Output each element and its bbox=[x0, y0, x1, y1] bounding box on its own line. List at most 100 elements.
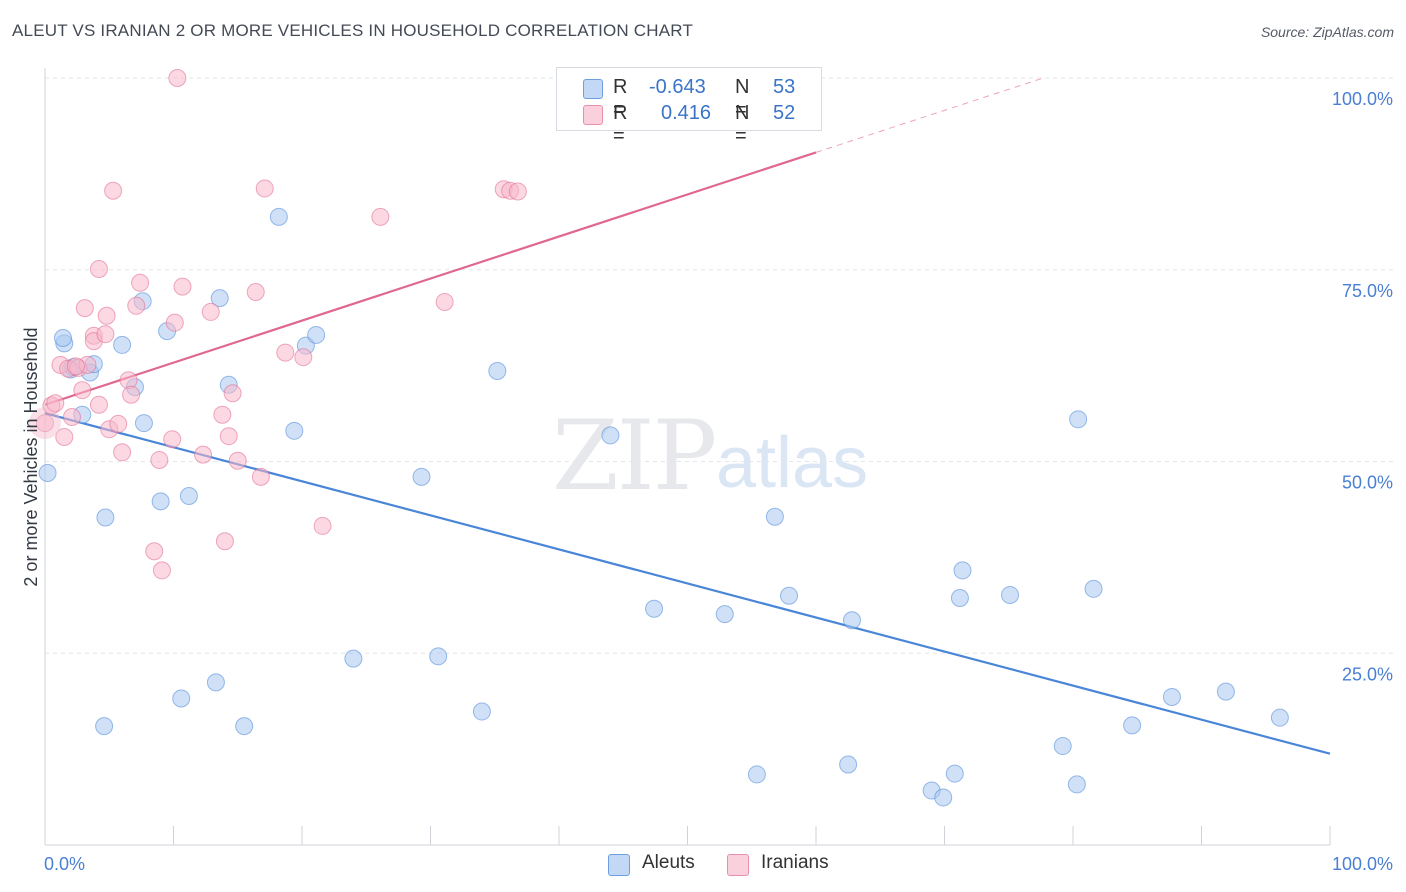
data-point-aleuts bbox=[1053, 737, 1072, 756]
data-point-aleuts bbox=[945, 764, 964, 783]
legend-swatch-aleuts bbox=[583, 79, 603, 99]
data-points bbox=[29, 69, 1289, 807]
data-point-iranians bbox=[255, 179, 274, 198]
data-point-iranians bbox=[89, 259, 108, 278]
data-point-aleuts bbox=[206, 673, 225, 692]
data-point-iranians bbox=[246, 282, 265, 301]
legend-r-label: R = bbox=[613, 76, 628, 121]
data-point-iranians bbox=[145, 542, 164, 561]
watermark-zip: ZIP bbox=[552, 400, 717, 512]
data-point-iranians bbox=[113, 443, 132, 462]
data-point-iranians bbox=[223, 384, 242, 403]
data-point-aleuts bbox=[1084, 579, 1103, 598]
data-point-iranians bbox=[97, 306, 116, 325]
data-point-aleuts bbox=[950, 589, 969, 608]
data-point-iranians bbox=[152, 561, 171, 580]
data-point-aleuts bbox=[179, 487, 198, 506]
data-point-aleuts bbox=[95, 717, 114, 736]
watermark-atlas: atlas bbox=[716, 423, 869, 503]
data-point-aleuts bbox=[344, 649, 363, 668]
data-point-iranians bbox=[66, 357, 85, 376]
data-point-iranians bbox=[163, 430, 182, 449]
data-point-aleuts bbox=[285, 421, 304, 440]
data-point-aleuts bbox=[1216, 682, 1235, 701]
y-tick-label: 100.0% bbox=[1332, 89, 1393, 109]
legend-r-label: R = bbox=[613, 102, 628, 147]
data-point-iranians bbox=[435, 292, 454, 311]
data-point-iranians bbox=[294, 348, 313, 367]
data-point-iranians bbox=[46, 394, 65, 413]
data-point-aleuts bbox=[210, 289, 229, 308]
data-point-iranians bbox=[201, 302, 220, 321]
legend-n-value: 52 bbox=[773, 102, 796, 124]
data-point-iranians bbox=[150, 450, 169, 469]
data-point-iranians bbox=[55, 427, 74, 446]
data-point-iranians bbox=[75, 299, 94, 318]
data-point-aleuts bbox=[235, 717, 254, 736]
bottom-legend-label-aleuts: Aleuts bbox=[642, 852, 695, 873]
data-point-aleuts bbox=[429, 647, 448, 666]
data-point-iranians bbox=[219, 427, 238, 446]
data-point-aleuts bbox=[134, 414, 153, 433]
data-point-aleuts bbox=[839, 755, 858, 774]
data-point-iranians-large bbox=[29, 407, 61, 440]
data-point-iranians bbox=[276, 343, 295, 362]
x-tick-label: 100.0% bbox=[1332, 854, 1393, 874]
data-point-iranians bbox=[36, 414, 54, 433]
trend-line bbox=[44, 151, 817, 406]
data-point-iranians bbox=[251, 467, 270, 486]
y-axis-title: 2 or more Vehicles in Household bbox=[21, 327, 41, 586]
chart-title: ALEUT VS IRANIAN 2 OR MORE VEHICLES IN H… bbox=[12, 21, 694, 40]
data-point-aleuts bbox=[488, 361, 507, 380]
data-point-iranians bbox=[131, 273, 150, 292]
data-point-iranians bbox=[109, 414, 128, 433]
correlation-legend: R = -0.643 N = 53 R = 0.416 N = 52 bbox=[556, 67, 822, 147]
y-tick-label: 75.0% bbox=[1342, 281, 1393, 301]
data-point-aleuts bbox=[1270, 708, 1289, 727]
bottom-legend-swatch-aleuts bbox=[608, 854, 630, 876]
bottom-legend-swatch-iranians bbox=[727, 854, 749, 876]
data-point-aleuts bbox=[172, 689, 191, 708]
grid-lines bbox=[45, 77, 1395, 654]
data-point-aleuts bbox=[151, 492, 170, 511]
data-point-iranians bbox=[194, 445, 213, 464]
data-point-aleuts bbox=[1067, 775, 1086, 794]
data-point-aleuts bbox=[38, 464, 57, 483]
data-point-iranians bbox=[371, 207, 390, 226]
data-point-aleuts bbox=[715, 605, 734, 624]
data-point-aleuts bbox=[747, 765, 766, 784]
data-point-aleuts bbox=[269, 207, 288, 226]
trend-line-extension bbox=[815, 77, 1044, 153]
data-point-iranians bbox=[173, 277, 192, 296]
trend-lines bbox=[44, 77, 1331, 755]
legend-swatch-iranians bbox=[583, 105, 603, 125]
legend-n-label: N = bbox=[735, 76, 750, 121]
x-tick-label: 0.0% bbox=[44, 854, 85, 874]
data-point-aleuts bbox=[1162, 687, 1181, 706]
legend-n-label: N = bbox=[735, 102, 750, 147]
data-point-iranians bbox=[122, 385, 141, 404]
data-point-iranians bbox=[96, 325, 115, 344]
y-tick-label: 50.0% bbox=[1342, 473, 1393, 493]
data-point-aleuts bbox=[472, 702, 491, 721]
y-tick-label: 25.0% bbox=[1342, 664, 1393, 684]
data-point-aleuts bbox=[53, 329, 72, 348]
data-point-aleuts bbox=[601, 426, 620, 445]
data-point-aleuts bbox=[765, 507, 784, 526]
legend-n-value: 53 bbox=[773, 76, 796, 98]
data-point-aleuts bbox=[412, 467, 431, 486]
data-point-aleuts bbox=[307, 325, 326, 344]
data-point-iranians bbox=[62, 408, 81, 427]
data-point-aleuts bbox=[1001, 585, 1020, 604]
data-point-iranians bbox=[73, 381, 92, 400]
data-point-aleuts bbox=[1069, 410, 1088, 429]
data-point-aleuts bbox=[96, 508, 115, 527]
data-point-aleuts bbox=[1123, 716, 1142, 735]
tick-labels: 25.0% 50.0% 75.0% 100.0% 0.0% 100.0% bbox=[44, 89, 1393, 874]
data-point-iranians bbox=[104, 181, 123, 200]
data-point-iranians bbox=[168, 69, 187, 87]
data-point-iranians bbox=[89, 395, 108, 414]
bottom-legend-label-iranians: Iranians bbox=[761, 852, 829, 873]
data-point-aleuts bbox=[953, 561, 972, 580]
